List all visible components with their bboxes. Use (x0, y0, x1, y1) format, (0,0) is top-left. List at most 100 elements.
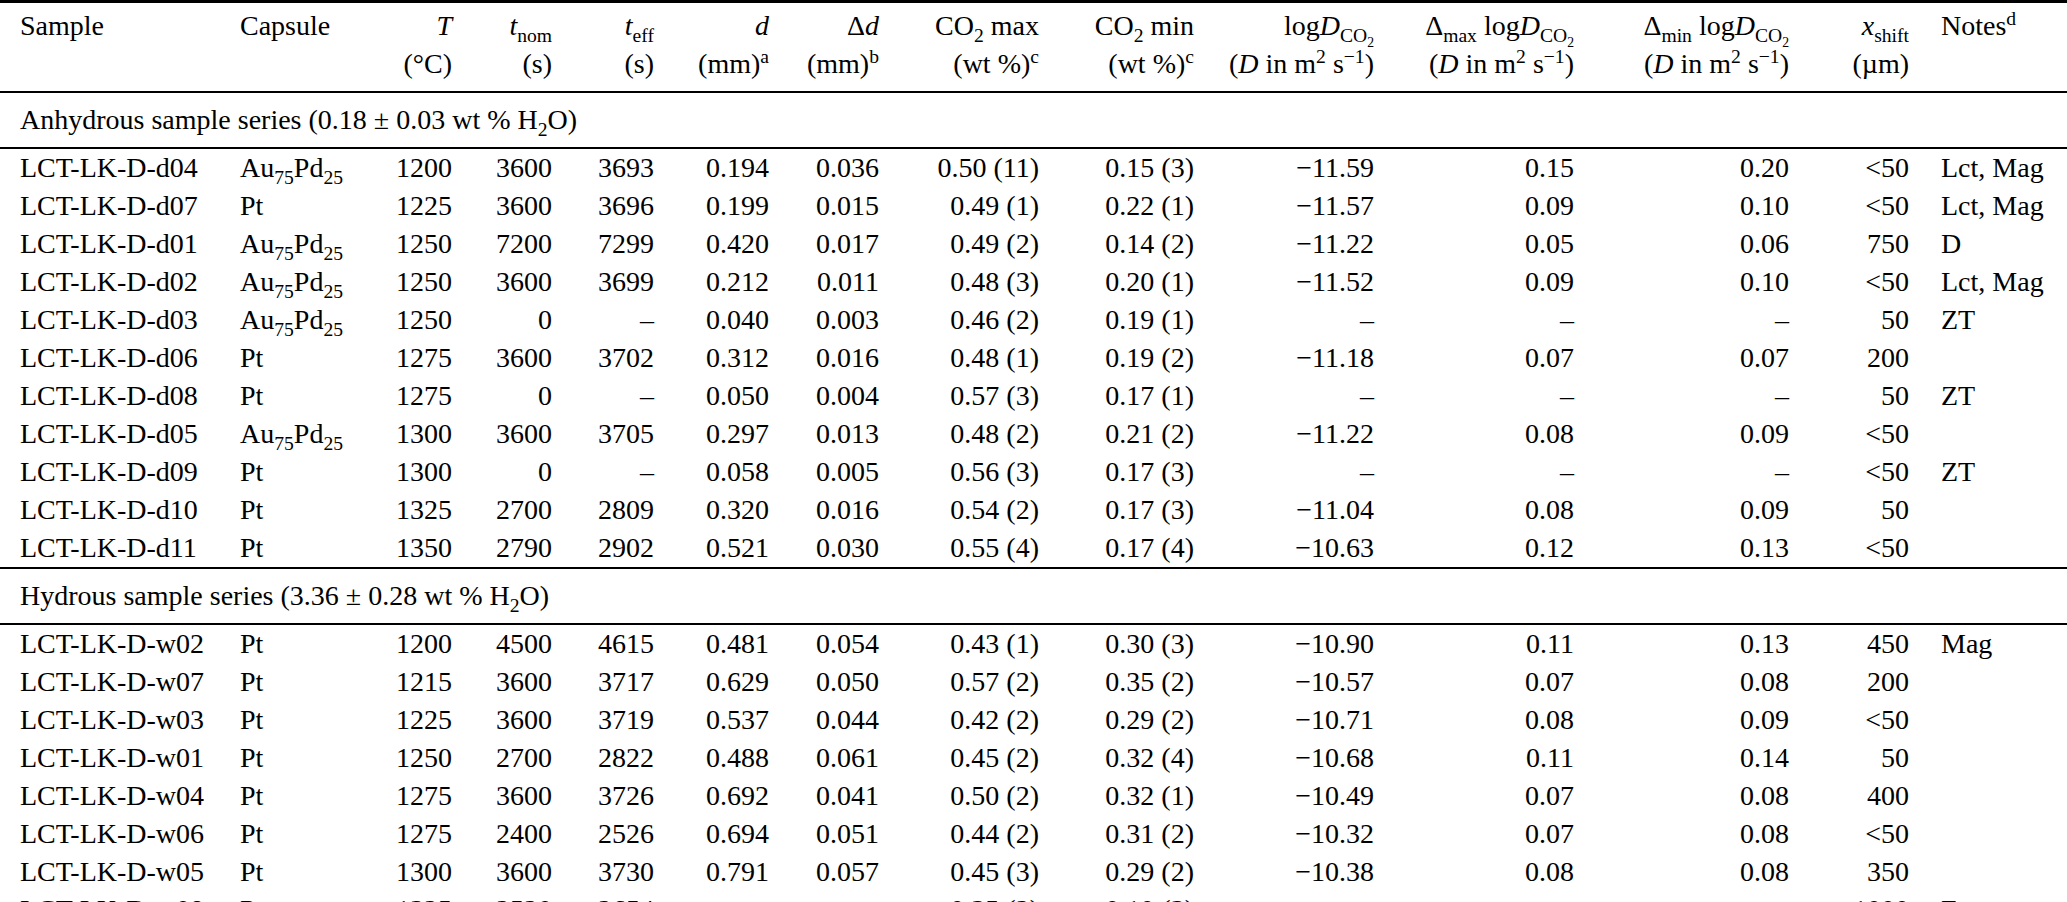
cell-delta-min-log-d: 0.13 (1580, 529, 1795, 568)
cell-d: 0.040 (660, 301, 775, 339)
cell-sample: LCT-LK-D-d05 (0, 415, 222, 453)
cell-t-nom: 7200 (458, 225, 558, 263)
cell-co2-max: 0.48 (2) (885, 415, 1045, 453)
cell-log-d-co2: – (1200, 301, 1380, 339)
cell-delta-min-log-d: 0.10 (1580, 187, 1795, 225)
cell-sample: LCT-LK-D-w02 (0, 624, 222, 663)
col-unit-co2-max: (wt %)c (886, 45, 1039, 83)
cell-temperature: 1300 (375, 415, 458, 453)
cell-x-shift: <50 (1795, 529, 1915, 568)
col-label-co2-max: CO2 max (886, 7, 1039, 45)
col-label-x-shift: xshift (1796, 7, 1909, 45)
cell-t-eff: – (558, 377, 660, 415)
cell-temperature: 1250 (375, 225, 458, 263)
cell-delta-max-log-d: 0.09 (1380, 263, 1580, 301)
cell-sample: LCT-LK-D-d03 (0, 301, 222, 339)
cell-x-shift: 50 (1795, 739, 1915, 777)
cell-delta-max-log-d: 0.12 (1380, 529, 1580, 568)
cell-temperature: 1225 (375, 187, 458, 225)
cell-notes: ZT (1915, 301, 2067, 339)
cell-log-d-co2: −10.71 (1200, 701, 1380, 739)
cell-sample: LCT-LK-D-d10 (0, 491, 222, 529)
cell-capsule: Pt (222, 491, 375, 529)
cell-sample: LCT-LK-D-d01 (0, 225, 222, 263)
cell-delta-d: 0.030 (775, 529, 885, 568)
cell-capsule: Pt (222, 377, 375, 415)
col-header-co2-max: CO2 max(wt %)c (885, 2, 1045, 93)
cell-delta-d: 0.004 (775, 377, 885, 415)
cell-delta-min-log-d: 0.10 (1580, 263, 1795, 301)
cell-capsule: Pt (222, 853, 375, 891)
cell-d: 0.194 (660, 148, 775, 187)
cell-d: 0.692 (660, 777, 775, 815)
cell-delta-max-log-d: 0.11 (1380, 624, 1580, 663)
cell-delta-min-log-d: – (1580, 301, 1795, 339)
cell-notes: Lct, Mag (1915, 148, 2067, 187)
cell-delta-d: 0.044 (775, 701, 885, 739)
cell-temperature: 1325 (375, 891, 458, 902)
cell-co2-max: 0.42 (2) (885, 701, 1045, 739)
cell-delta-max-log-d: 0.07 (1380, 663, 1580, 701)
cell-delta-max-log-d: 0.09 (1380, 187, 1580, 225)
col-unit-t-eff: (s) (559, 45, 654, 83)
cell-co2-min: 0.32 (4) (1045, 739, 1200, 777)
cell-temperature: 1275 (375, 777, 458, 815)
col-unit-delta-min-log-d: (D in m2 s−1) (1581, 45, 1789, 83)
cell-co2-max: 0.54 (2) (885, 491, 1045, 529)
cell-x-shift: <50 (1795, 263, 1915, 301)
cell-delta-min-log-d: 0.08 (1580, 815, 1795, 853)
cell-notes: Mag (1915, 624, 2067, 663)
table-body: Anhydrous sample series (0.18 ± 0.03 wt … (0, 92, 2067, 902)
cell-temperature: 1200 (375, 148, 458, 187)
cell-log-d-co2: −10.90 (1200, 624, 1380, 663)
cell-delta-d: 0.050 (775, 663, 885, 701)
cell-delta-max-log-d: 0.07 (1380, 815, 1580, 853)
cell-co2-max: 0.48 (3) (885, 263, 1045, 301)
cell-t-nom: 3600 (458, 777, 558, 815)
col-unit-delta-d: (mm)b (776, 45, 879, 83)
cell-capsule: Pt (222, 663, 375, 701)
col-unit-log-d-co2: (D in m2 s−1) (1201, 45, 1374, 83)
section-heading: Anhydrous sample series (0.18 ± 0.03 wt … (0, 92, 2067, 148)
cell-delta-min-log-d: 0.13 (1580, 624, 1795, 663)
cell-d: 0.050 (660, 377, 775, 415)
cell-notes (1915, 815, 2067, 853)
cell-t-nom: 2790 (458, 529, 558, 568)
cell-x-shift: <50 (1795, 415, 1915, 453)
cell-x-shift: >1000 (1795, 891, 1915, 902)
cell-delta-min-log-d: 0.06 (1580, 225, 1795, 263)
cell-delta-min-log-d: 0.08 (1580, 663, 1795, 701)
table-row: LCT-LK-D-d02Au75Pd251250360036990.2120.0… (0, 263, 2067, 301)
cell-notes (1915, 701, 2067, 739)
cell-delta-max-log-d: – (1380, 891, 1580, 902)
cell-co2-max: 0.50 (2) (885, 777, 1045, 815)
cell-d: 0.521 (660, 529, 775, 568)
cell-delta-max-log-d: 0.07 (1380, 777, 1580, 815)
cell-t-eff: 4615 (558, 624, 660, 663)
col-header-delta-min-log-d: Δmin logDCO2(D in m2 s−1) (1580, 2, 1795, 93)
cell-x-shift: <50 (1795, 187, 1915, 225)
cell-t-eff: 3719 (558, 701, 660, 739)
cell-co2-min: 0.19 (2) (1045, 339, 1200, 377)
cell-co2-min: 0.32 (1) (1045, 777, 1200, 815)
col-label-log-d-co2: logDCO2 (1201, 7, 1374, 45)
cell-sample: LCT-LK-D-d07 (0, 187, 222, 225)
cell-notes: F (1915, 891, 2067, 902)
col-header-temperature: T(°C) (375, 2, 458, 93)
cell-co2-max: 0.55 (4) (885, 529, 1045, 568)
cell-d: 0.199 (660, 187, 775, 225)
cell-co2-min: 0.10 (3) (1045, 891, 1200, 902)
cell-t-eff: 3696 (558, 187, 660, 225)
cell-d: – (660, 891, 775, 902)
col-label-co2-min: CO2 min (1046, 7, 1194, 45)
table-row: LCT-LK-D-w06Pt1275240025260.6940.0510.44… (0, 815, 2067, 853)
cell-log-d-co2: −10.32 (1200, 815, 1380, 853)
cell-notes (1915, 739, 2067, 777)
cell-x-shift: 50 (1795, 301, 1915, 339)
cell-capsule: Pt (222, 739, 375, 777)
cell-t-nom: 3600 (458, 263, 558, 301)
cell-delta-min-log-d: 0.09 (1580, 701, 1795, 739)
cell-temperature: 1275 (375, 377, 458, 415)
cell-delta-d: 0.016 (775, 491, 885, 529)
table-header: SampleCapsuleT(°C)tnom(s)teff(s)d(mm)aΔd… (0, 2, 2067, 93)
